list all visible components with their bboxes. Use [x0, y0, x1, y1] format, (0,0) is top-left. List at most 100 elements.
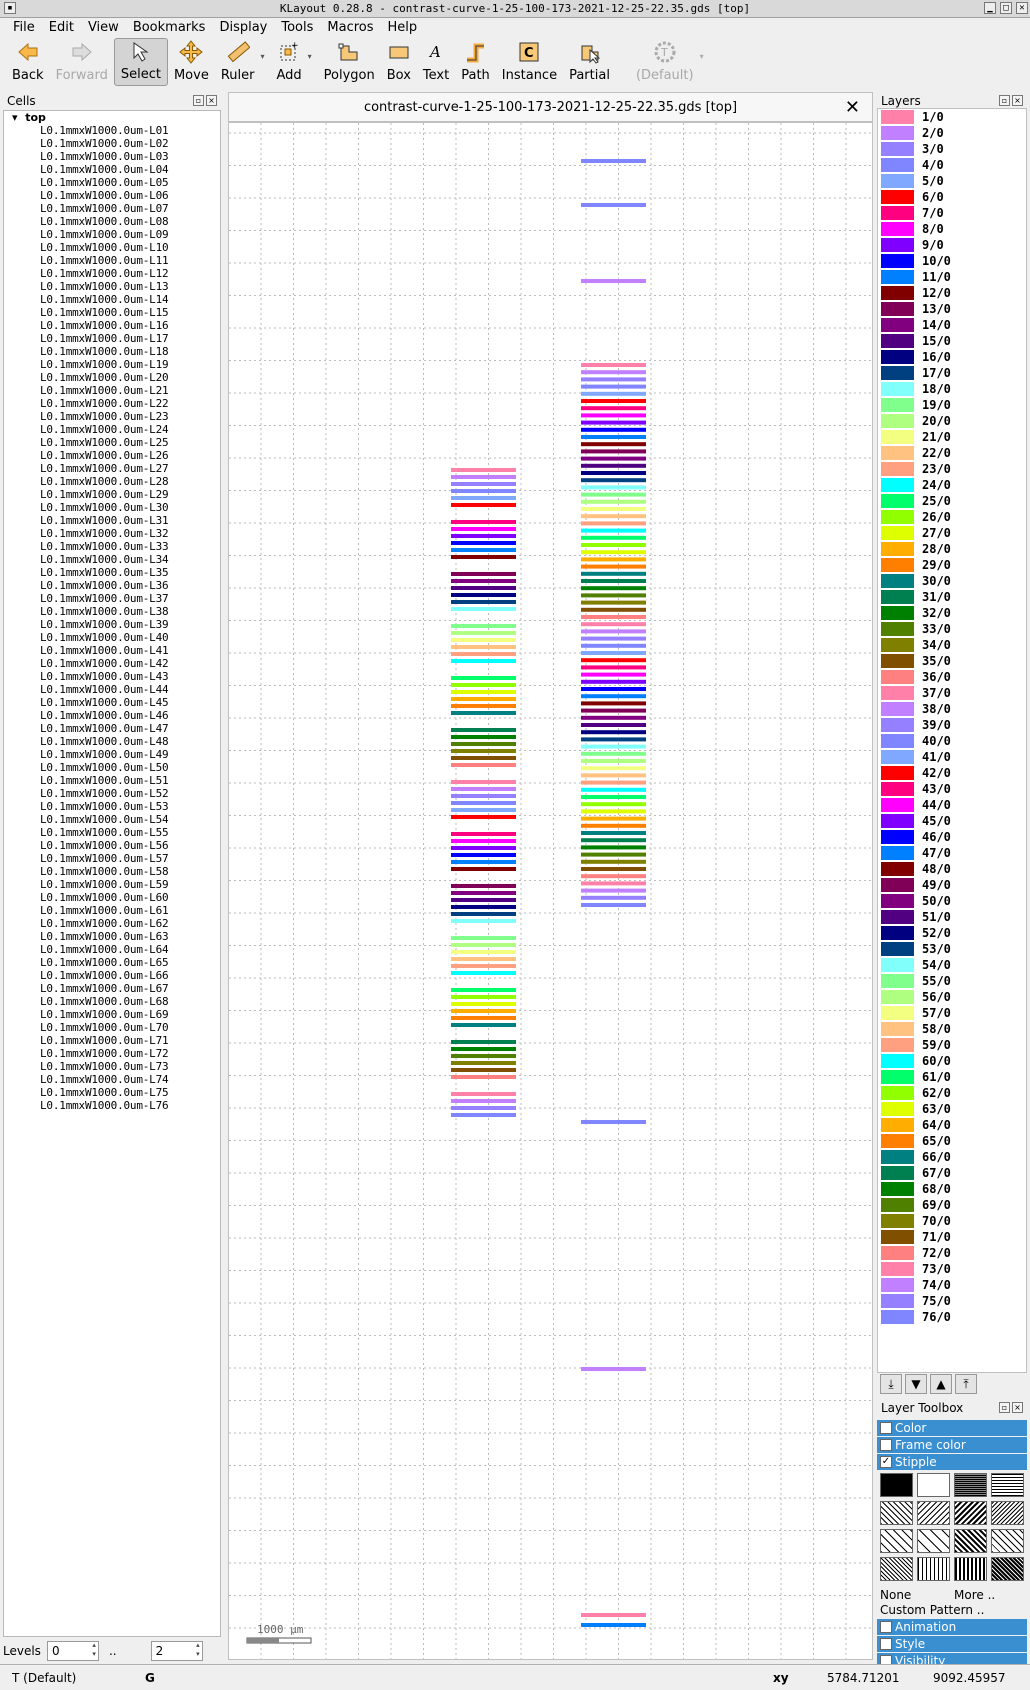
- stipple-cross-3[interactable]: [954, 1557, 987, 1581]
- move-up-icon[interactable]: ▲: [930, 1374, 952, 1394]
- layer-item[interactable]: 34/0: [878, 637, 1026, 653]
- cell-root-item[interactable]: ▾ top: [4, 111, 220, 124]
- cell-item[interactable]: L0.1mmxW1000.0um-L50: [40, 761, 169, 774]
- cell-item[interactable]: L0.1mmxW1000.0um-L69: [40, 1008, 169, 1021]
- layer-item[interactable]: 60/0: [878, 1053, 1026, 1069]
- cell-item[interactable]: L0.1mmxW1000.0um-L05: [40, 176, 169, 189]
- layer-item[interactable]: 40/0: [878, 733, 1026, 749]
- close-tab-icon[interactable]: ✕: [844, 97, 860, 118]
- cell-item[interactable]: L0.1mmxW1000.0um-L13: [40, 280, 169, 293]
- cell-item[interactable]: L0.1mmxW1000.0um-L55: [40, 826, 169, 839]
- partial-button[interactable]: Partial: [563, 38, 616, 86]
- layer-item[interactable]: 31/0: [878, 589, 1026, 605]
- cell-item[interactable]: L0.1mmxW1000.0um-L36: [40, 579, 169, 592]
- layer-item[interactable]: 7/0: [878, 205, 1026, 221]
- stipple-cross-1[interactable]: [880, 1557, 913, 1581]
- cell-item[interactable]: L0.1mmxW1000.0um-L32: [40, 527, 169, 540]
- cell-item[interactable]: L0.1mmxW1000.0um-L74: [40, 1073, 169, 1086]
- stipple-none-button[interactable]: None: [880, 1588, 912, 1602]
- back-button[interactable]: Back: [6, 38, 50, 86]
- layer-item[interactable]: 50/0: [878, 893, 1026, 909]
- cell-item[interactable]: L0.1mmxW1000.0um-L08: [40, 215, 169, 228]
- cell-item[interactable]: L0.1mmxW1000.0um-L48: [40, 735, 169, 748]
- layer-item[interactable]: 59/0: [878, 1037, 1026, 1053]
- stipple-hatch-8[interactable]: [991, 1529, 1024, 1553]
- cell-item[interactable]: L0.1mmxW1000.0um-L38: [40, 605, 169, 618]
- layer-item[interactable]: 13/0: [878, 301, 1026, 317]
- cell-item[interactable]: L0.1mmxW1000.0um-L67: [40, 982, 169, 995]
- stipple-hatch-2[interactable]: [917, 1501, 950, 1525]
- cell-item[interactable]: L0.1mmxW1000.0um-L01: [40, 124, 169, 137]
- cell-item[interactable]: L0.1mmxW1000.0um-L27: [40, 462, 169, 475]
- cell-item[interactable]: L0.1mmxW1000.0um-L72: [40, 1047, 169, 1060]
- layers-close-icon[interactable]: ×: [1012, 95, 1023, 106]
- window-maximize-button[interactable]: □: [1000, 2, 1012, 14]
- cell-item[interactable]: L0.1mmxW1000.0um-L44: [40, 683, 169, 696]
- cell-item[interactable]: L0.1mmxW1000.0um-L37: [40, 592, 169, 605]
- layer-item[interactable]: 61/0: [878, 1069, 1026, 1085]
- cell-item[interactable]: L0.1mmxW1000.0um-L11: [40, 254, 169, 267]
- layer-item[interactable]: 27/0: [878, 525, 1026, 541]
- layer-item[interactable]: 70/0: [878, 1213, 1026, 1229]
- menu-bookmarks[interactable]: Bookmarks: [132, 20, 206, 35]
- window-close-button[interactable]: ✕: [1016, 2, 1028, 14]
- stipple-checkbox[interactable]: ✓: [880, 1456, 892, 1468]
- cell-item[interactable]: L0.1mmxW1000.0um-L26: [40, 449, 169, 462]
- cell-item[interactable]: L0.1mmxW1000.0um-L17: [40, 332, 169, 345]
- cell-item[interactable]: L0.1mmxW1000.0um-L56: [40, 839, 169, 852]
- cell-item[interactable]: L0.1mmxW1000.0um-L03: [40, 150, 169, 163]
- move-button[interactable]: Move: [168, 38, 215, 86]
- layer-item[interactable]: 48/0: [878, 861, 1026, 877]
- polygon-button[interactable]: Polygon: [318, 38, 381, 86]
- layer-item[interactable]: 3/0: [878, 141, 1026, 157]
- cell-item[interactable]: L0.1mmxW1000.0um-L51: [40, 774, 169, 787]
- stipple-hatch-3[interactable]: [954, 1501, 987, 1525]
- layer-item[interactable]: 19/0: [878, 397, 1026, 413]
- cell-item[interactable]: L0.1mmxW1000.0um-L41: [40, 644, 169, 657]
- path-button[interactable]: Path: [455, 38, 496, 86]
- cell-item[interactable]: L0.1mmxW1000.0um-L19: [40, 358, 169, 371]
- toolbox-style-row[interactable]: Style: [877, 1636, 1027, 1652]
- cell-item[interactable]: L0.1mmxW1000.0um-L25: [40, 436, 169, 449]
- layer-item[interactable]: 5/0: [878, 173, 1026, 189]
- layer-item[interactable]: 74/0: [878, 1277, 1026, 1293]
- menu-view[interactable]: View: [87, 20, 119, 35]
- cell-item[interactable]: L0.1mmxW1000.0um-L53: [40, 800, 169, 813]
- frame-color-checkbox[interactable]: [880, 1439, 892, 1451]
- cell-item[interactable]: L0.1mmxW1000.0um-L66: [40, 969, 169, 982]
- cell-item[interactable]: L0.1mmxW1000.0um-L49: [40, 748, 169, 761]
- stipple-hatch-1[interactable]: [880, 1501, 913, 1525]
- cells-tree[interactable]: ▾ top L0.1mmxW1000.0um-L01 L0.1mmxW1000.0…: [3, 110, 221, 1637]
- layer-item[interactable]: 49/0: [878, 877, 1026, 893]
- cell-item[interactable]: L0.1mmxW1000.0um-L34: [40, 553, 169, 566]
- cell-item[interactable]: L0.1mmxW1000.0um-L59: [40, 878, 169, 891]
- stipple-dense[interactable]: [954, 1473, 987, 1497]
- layer-item[interactable]: 51/0: [878, 909, 1026, 925]
- cell-item[interactable]: L0.1mmxW1000.0um-L46: [40, 709, 169, 722]
- cell-item[interactable]: L0.1mmxW1000.0um-L18: [40, 345, 169, 358]
- menu-macros[interactable]: Macros: [327, 20, 374, 35]
- layer-item[interactable]: 26/0: [878, 509, 1026, 525]
- cell-item[interactable]: L0.1mmxW1000.0um-L43: [40, 670, 169, 683]
- stipple-hatch-6[interactable]: [917, 1529, 950, 1553]
- layer-item[interactable]: 25/0: [878, 493, 1026, 509]
- cell-item[interactable]: L0.1mmxW1000.0um-L04: [40, 163, 169, 176]
- cell-item[interactable]: L0.1mmxW1000.0um-L63: [40, 930, 169, 943]
- layer-item[interactable]: 69/0: [878, 1197, 1026, 1213]
- layers-list[interactable]: 1/0 2/0 3/0 4/0 5/0 6/0 7/0 8/0 9/0 10/0 11/0 12/0 1…: [877, 108, 1027, 1373]
- cell-item[interactable]: L0.1mmxW1000.0um-L33: [40, 540, 169, 553]
- layer-item[interactable]: 73/0: [878, 1261, 1026, 1277]
- text-button[interactable]: A Text: [417, 38, 455, 86]
- layer-item[interactable]: 76/0: [878, 1309, 1026, 1325]
- layer-item[interactable]: 30/0: [878, 573, 1026, 589]
- cell-item[interactable]: L0.1mmxW1000.0um-L31: [40, 514, 169, 527]
- layer-item[interactable]: 33/0: [878, 621, 1026, 637]
- layout-drawing[interactable]: 1000 µm: [229, 123, 873, 1660]
- cell-item[interactable]: L0.1mmxW1000.0um-L64: [40, 943, 169, 956]
- layer-item[interactable]: 71/0: [878, 1229, 1026, 1245]
- move-top-icon[interactable]: ⤒: [955, 1374, 977, 1394]
- layer-item[interactable]: 11/0: [878, 269, 1026, 285]
- stipple-hatch-7[interactable]: [954, 1529, 987, 1553]
- cell-item[interactable]: L0.1mmxW1000.0um-L40: [40, 631, 169, 644]
- layer-item[interactable]: 56/0: [878, 989, 1026, 1005]
